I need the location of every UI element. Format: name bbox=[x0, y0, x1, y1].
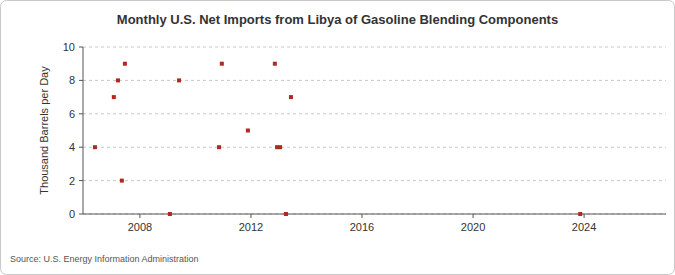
y-tick-label: 10 bbox=[63, 41, 75, 53]
y-tick bbox=[79, 180, 83, 181]
x-tick-label: 2008 bbox=[128, 221, 152, 233]
y-tick-label: 2 bbox=[69, 175, 75, 187]
y-tick-label: 6 bbox=[69, 108, 75, 120]
point bbox=[123, 62, 127, 66]
chart: Monthly U.S. Net Imports from Libya of G… bbox=[0, 0, 675, 275]
point bbox=[578, 212, 582, 216]
x-tick bbox=[473, 214, 474, 218]
point bbox=[116, 78, 120, 82]
y-tick bbox=[79, 80, 83, 81]
grid-line bbox=[83, 113, 666, 114]
background bbox=[1, 1, 675, 275]
x-tick bbox=[584, 214, 585, 218]
y-tick-label: 0 bbox=[69, 208, 75, 220]
grid-line bbox=[83, 47, 666, 48]
y-axis-label: Thousand Barrels per Day bbox=[38, 66, 50, 195]
point bbox=[284, 212, 288, 216]
y-tick-label: 4 bbox=[69, 141, 75, 153]
title: Monthly U.S. Net Imports from Libya of G… bbox=[117, 12, 558, 27]
point bbox=[246, 129, 250, 133]
y-tick bbox=[79, 214, 83, 215]
grid-line bbox=[83, 147, 666, 148]
grid-line bbox=[83, 180, 666, 181]
point bbox=[289, 95, 293, 99]
grid-line bbox=[83, 80, 666, 81]
point bbox=[273, 62, 277, 66]
y-tick bbox=[79, 47, 83, 48]
x-tick-label: 2020 bbox=[461, 221, 485, 233]
point bbox=[217, 145, 221, 149]
x-tick-label: 2012 bbox=[239, 221, 263, 233]
x-tick-label: 2016 bbox=[350, 221, 374, 233]
y-axis bbox=[83, 47, 84, 214]
x-tick-label: 2024 bbox=[572, 221, 596, 233]
x-tick bbox=[250, 214, 251, 218]
point bbox=[112, 95, 116, 99]
point bbox=[120, 179, 124, 183]
point bbox=[168, 212, 172, 216]
point bbox=[220, 62, 224, 66]
y-tick bbox=[79, 147, 83, 148]
x-tick bbox=[139, 214, 140, 218]
y-tick-label: 8 bbox=[69, 74, 75, 86]
source: Source: U.S. Energy Information Administ… bbox=[10, 254, 199, 264]
y-tick bbox=[79, 113, 83, 114]
x-tick bbox=[362, 214, 363, 218]
point bbox=[278, 145, 282, 149]
point bbox=[93, 145, 97, 149]
points bbox=[93, 62, 582, 216]
point bbox=[177, 78, 181, 82]
